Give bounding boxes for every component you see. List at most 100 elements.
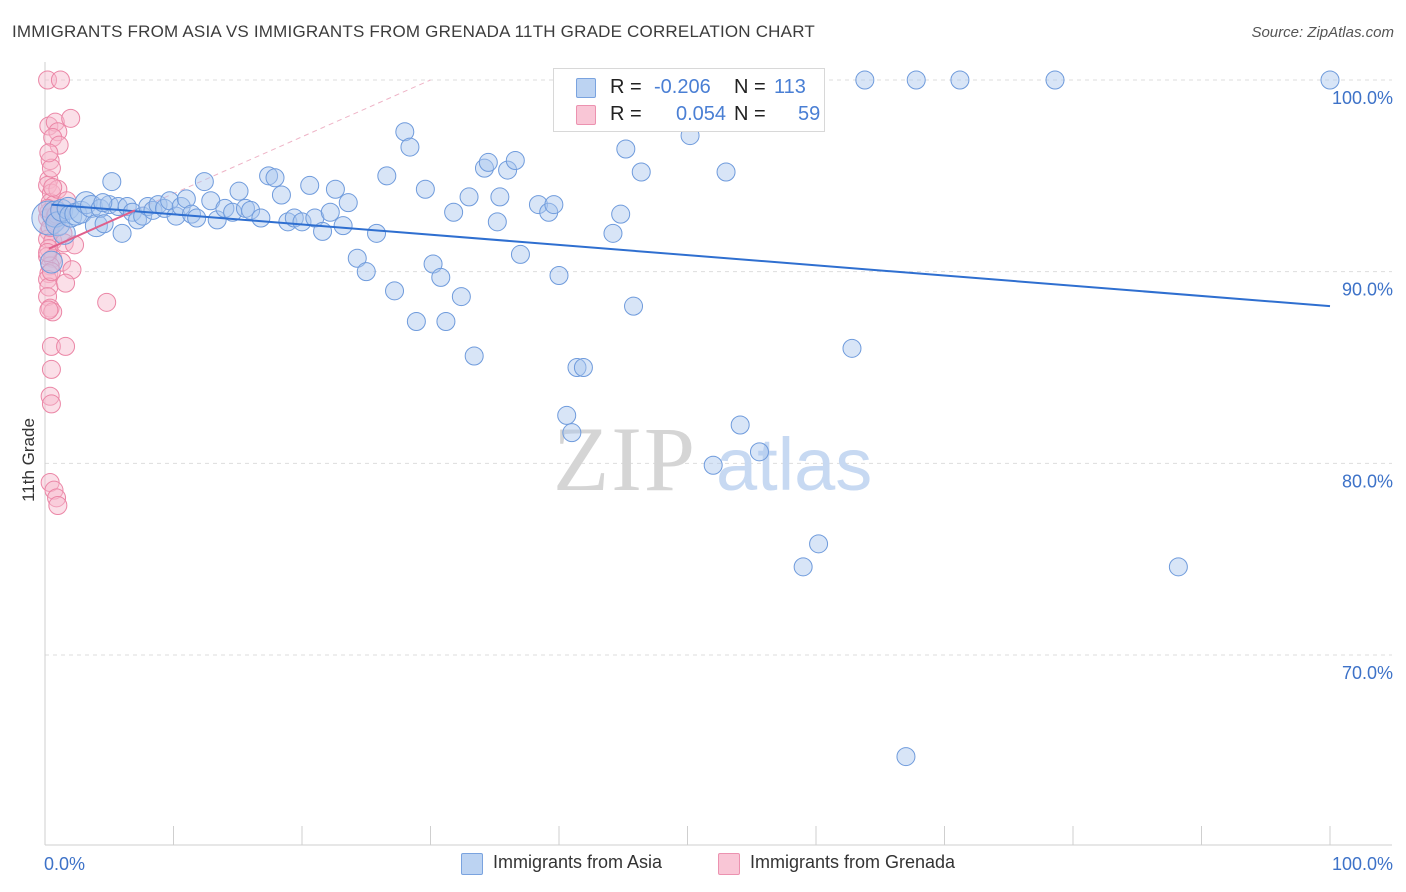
grenada-point <box>43 177 63 197</box>
asia-point <box>611 204 631 224</box>
legend-n-label: N = <box>734 76 766 98</box>
trend-line-grenada <box>48 209 136 250</box>
x-tick-label: 0.0% <box>44 854 85 874</box>
grenada-point <box>41 394 61 414</box>
grenada-point <box>97 292 117 312</box>
asia-point <box>451 287 471 307</box>
asia-point <box>400 137 420 157</box>
asia-point <box>528 195 548 215</box>
series-asia-points <box>31 70 1340 767</box>
grenada-point <box>56 336 76 356</box>
zipatlas-watermark: ZIP atlas <box>553 408 872 510</box>
trend-lines <box>48 79 431 250</box>
asia-point <box>478 152 498 172</box>
asia-point <box>259 166 279 186</box>
asia-point <box>325 179 345 199</box>
watermark-zip: ZIP <box>553 408 697 510</box>
grenada-point <box>40 386 60 406</box>
grenada-point <box>44 480 64 500</box>
grenada-point <box>43 128 63 147</box>
asia-point <box>444 202 464 222</box>
grenada-point <box>52 252 72 272</box>
y-tick-label: 90.0% <box>1342 280 1393 300</box>
asia-point <box>544 195 564 215</box>
grenada-point <box>39 264 59 284</box>
legend-swatch-asia <box>576 78 596 98</box>
asia-point <box>567 358 587 377</box>
asia-point <box>300 175 320 195</box>
asia-point <box>241 200 261 220</box>
asia-point <box>194 172 214 192</box>
asia-point <box>950 70 970 90</box>
asia-point <box>265 168 285 188</box>
asia-point <box>187 208 207 228</box>
asia-point <box>557 405 577 425</box>
asia-point <box>1168 557 1188 577</box>
asia-point <box>573 358 593 377</box>
grenada-point <box>49 135 69 155</box>
trend-line-asia <box>51 203 1331 308</box>
source-label: Source: ZipAtlas.com <box>1251 24 1394 41</box>
asia-point <box>436 312 456 331</box>
legend-r-value-grenada: 0.054 <box>676 103 727 125</box>
asia-point <box>377 166 397 186</box>
bottom-legend-swatch-asia <box>461 853 483 875</box>
grenada-point <box>48 496 68 515</box>
asia-point <box>464 346 484 366</box>
grenada-point <box>41 336 61 356</box>
y-tick-label: 100.0% <box>1332 88 1393 108</box>
correlation-legend: R = -0.206 N = 113 R = 0.054 N = 59 <box>553 68 825 132</box>
y-tick-label: 70.0% <box>1342 663 1393 683</box>
asia-point <box>459 187 479 207</box>
asia-point <box>549 266 569 285</box>
asia-point <box>93 193 113 213</box>
asia-point <box>415 179 435 199</box>
legend-swatch-grenada <box>576 105 596 125</box>
asia-point <box>809 534 829 554</box>
grenada-point <box>47 488 67 508</box>
asia-point <box>749 442 769 462</box>
legend-r-label: R = <box>610 103 642 125</box>
asia-point <box>292 212 312 232</box>
grenada-point <box>39 300 59 320</box>
asia-point <box>730 415 750 435</box>
asia-point <box>367 223 387 243</box>
bottom-legend-swatch-grenada <box>718 853 740 875</box>
y-axis-label: 11th Grade <box>19 418 38 502</box>
grenada-point <box>61 108 81 128</box>
grenada-point <box>40 151 60 170</box>
chart-title: IMMIGRANTS FROM ASIA VS IMMIGRANTS FROM … <box>12 22 815 41</box>
asia-point <box>176 189 196 209</box>
asia-point <box>102 172 122 192</box>
asia-point <box>356 262 376 282</box>
asia-point <box>490 187 510 207</box>
asia-point <box>603 223 623 243</box>
asia-point <box>896 747 916 767</box>
asia-point <box>1320 70 1340 90</box>
asia-point <box>395 122 415 142</box>
bottom-legend-label-grenada: Immigrants from Grenada <box>750 852 956 872</box>
asia-point <box>562 423 582 443</box>
gridlines <box>45 79 1392 656</box>
asia-point <box>251 208 271 228</box>
asia-point <box>338 193 358 213</box>
asia-point <box>793 557 813 577</box>
asia-point <box>271 185 291 205</box>
asia-point <box>320 202 340 222</box>
asia-point <box>498 160 518 180</box>
series-grenada-points <box>38 70 117 515</box>
asia-point <box>505 151 525 170</box>
y-tick-label: 80.0% <box>1342 471 1393 491</box>
watermark-atlas: atlas <box>716 423 872 506</box>
asia-point <box>616 139 636 159</box>
asia-point <box>703 455 723 475</box>
asia-point <box>487 212 507 232</box>
grenada-point <box>41 262 61 282</box>
asia-point <box>347 248 367 268</box>
asia-point <box>84 214 108 238</box>
x-tick-label: 100.0% <box>1332 854 1393 874</box>
asia-point <box>406 312 426 331</box>
asia-point <box>624 296 644 316</box>
asia-point <box>207 210 227 230</box>
